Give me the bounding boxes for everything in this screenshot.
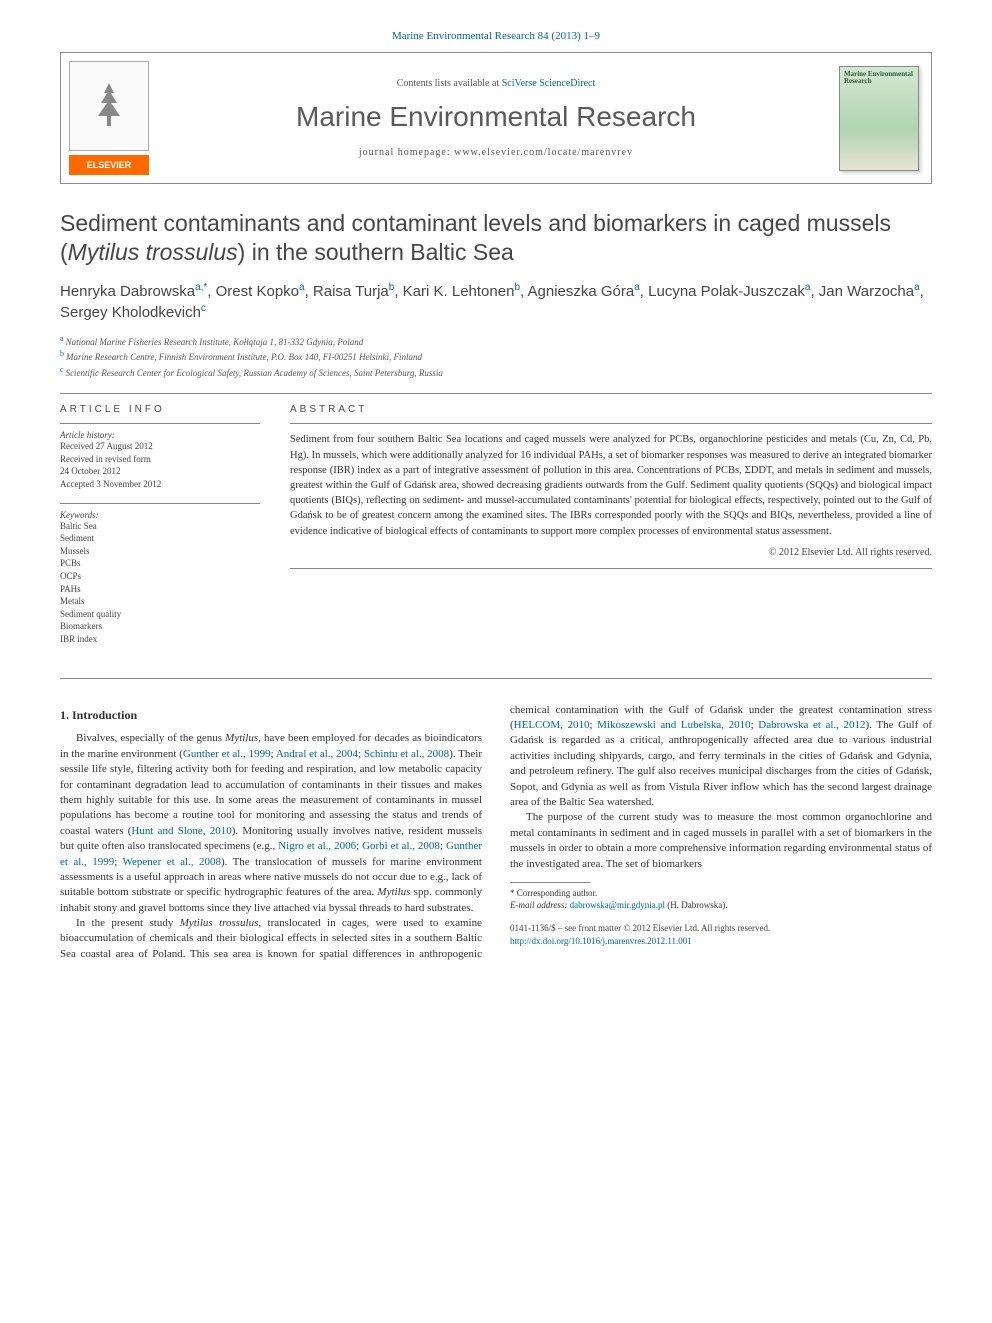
journal-cover-icon[interactable]: Marine Environmental Research xyxy=(839,66,919,171)
info-abstract-row: ARTICLE INFO Article history: Received 2… xyxy=(60,404,932,657)
citation-link[interactable]: Mikoszewski and Lubelska, 2010 xyxy=(597,719,750,731)
elsevier-tree-icon xyxy=(69,61,149,151)
citation-link[interactable]: Hunt and Slone, 2010 xyxy=(131,825,231,837)
header-center: Contents lists available at SciVerse Sci… xyxy=(161,68,831,168)
footer-wrap: * Corresponding author. E-mail address: … xyxy=(510,882,932,947)
species: Mytilus xyxy=(377,886,410,898)
journal-header: ELSEVIER Contents lists available at Sci… xyxy=(60,52,932,184)
keywords-label: Keywords: xyxy=(60,510,260,520)
intro-heading: 1. Introduction xyxy=(60,707,482,724)
corresponding-email[interactable]: dabrowska@mir.gdynia.pl xyxy=(570,900,665,910)
abstract-text: Sediment from four southern Baltic Sea l… xyxy=(290,423,932,539)
t: ; xyxy=(589,719,597,731)
front-matter-line: 0141-1136/$ – see front matter © 2012 El… xyxy=(510,922,932,935)
homepage-prefix: journal homepage: xyxy=(359,147,454,158)
authors-line: Henryka Dabrowskaa,*, Orest Kopkoa, Rais… xyxy=(60,281,932,323)
elsevier-logo[interactable]: ELSEVIER xyxy=(69,155,149,175)
section-rule xyxy=(60,393,932,394)
footnote-rule xyxy=(510,882,590,883)
abstract-col: ABSTRACT Sediment from four southern Bal… xyxy=(290,404,932,657)
t: Bivalves, especially of the genus xyxy=(76,732,225,744)
journal-title: Marine Environmental Research xyxy=(171,101,821,133)
title-post: ) in the southern Baltic Sea xyxy=(238,239,514,265)
corresponding-block: * Corresponding author. E-mail address: … xyxy=(510,882,932,912)
contents-lists-line: Contents lists available at SciVerse Sci… xyxy=(171,78,821,89)
species: Mytilus trossulus xyxy=(180,917,259,929)
keywords-block: Keywords: Baltic SeaSedimentMusselsPCBsO… xyxy=(60,503,260,646)
homepage-url[interactable]: www.elsevier.com/locate/marenvrev xyxy=(454,147,633,158)
t: ; xyxy=(114,856,122,868)
citation-link[interactable]: Wepener et al., 2008 xyxy=(123,856,221,868)
corresponding-label: * Corresponding author. xyxy=(510,887,932,900)
body-text: 1. Introduction Bivalves, especially of … xyxy=(60,703,932,963)
citation-link[interactable]: Dabrowska et al., 2012 xyxy=(758,719,865,731)
contents-prefix: Contents lists available at xyxy=(397,78,502,89)
citation-link[interactable]: Schintu et al., 2008 xyxy=(364,748,449,760)
publisher-block: ELSEVIER xyxy=(61,53,161,183)
abstract-heading: ABSTRACT xyxy=(290,404,932,415)
species: Mytilus xyxy=(225,732,258,744)
t: In the present study xyxy=(76,917,180,929)
t: ). The Gulf of Gdańsk is regarded as a c… xyxy=(510,719,932,808)
email-label: E-mail address: xyxy=(510,900,570,910)
sciencedirect-link[interactable]: SciVerse ScienceDirect xyxy=(502,78,596,89)
email-line: E-mail address: dabrowska@mir.gdynia.pl … xyxy=(510,899,932,912)
keywords-list: Baltic SeaSedimentMusselsPCBsOCPsPAHsMet… xyxy=(60,520,260,646)
cover-title: Marine Environmental Research xyxy=(844,71,914,86)
citation-link[interactable]: Gunther et al., 1999 xyxy=(183,748,271,760)
email-attribution: (H. Dabrowska). xyxy=(665,900,727,910)
article-info-heading: ARTICLE INFO xyxy=(60,404,260,415)
article-info-col: ARTICLE INFO Article history: Received 2… xyxy=(60,404,260,657)
journal-cover-block: Marine Environmental Research xyxy=(831,58,931,179)
citation-link[interactable]: Andral et al., 2004 xyxy=(276,748,358,760)
history-label: Article history: xyxy=(60,430,260,440)
front-matter: 0141-1136/$ – see front matter © 2012 El… xyxy=(510,922,932,947)
citation-link[interactable]: HELCOM, 2010 xyxy=(514,719,590,731)
citation-link[interactable]: Nigro et al., 2006 xyxy=(278,840,356,852)
history-lines: Received 27 August 2012Received in revis… xyxy=(60,440,260,490)
journal-homepage: journal homepage: www.elsevier.com/locat… xyxy=(171,147,821,158)
journal-reference[interactable]: Marine Environmental Research 84 (2013) … xyxy=(60,30,932,42)
doi-link[interactable]: http://dx.doi.org/10.1016/j.marenvres.20… xyxy=(510,936,692,946)
citation-link[interactable]: Gorbi et al., 2008 xyxy=(362,840,440,852)
affiliations: aNational Marine Fisheries Research Inst… xyxy=(60,333,932,380)
article-title: Sediment contaminants and contaminant le… xyxy=(60,209,932,267)
abstract-rule xyxy=(290,568,932,569)
article-history-block: Article history: Received 27 August 2012… xyxy=(60,423,260,490)
intro-para-3: The purpose of the current study was to … xyxy=(510,810,932,872)
t: ). Their sessile life style, filtering a… xyxy=(60,748,482,837)
title-species: Mytilus trossulus xyxy=(68,239,238,265)
intro-para-1: Bivalves, especially of the genus Mytilu… xyxy=(60,731,482,916)
abstract-copyright: © 2012 Elsevier Ltd. All rights reserved… xyxy=(290,547,932,558)
body-rule xyxy=(60,678,932,679)
